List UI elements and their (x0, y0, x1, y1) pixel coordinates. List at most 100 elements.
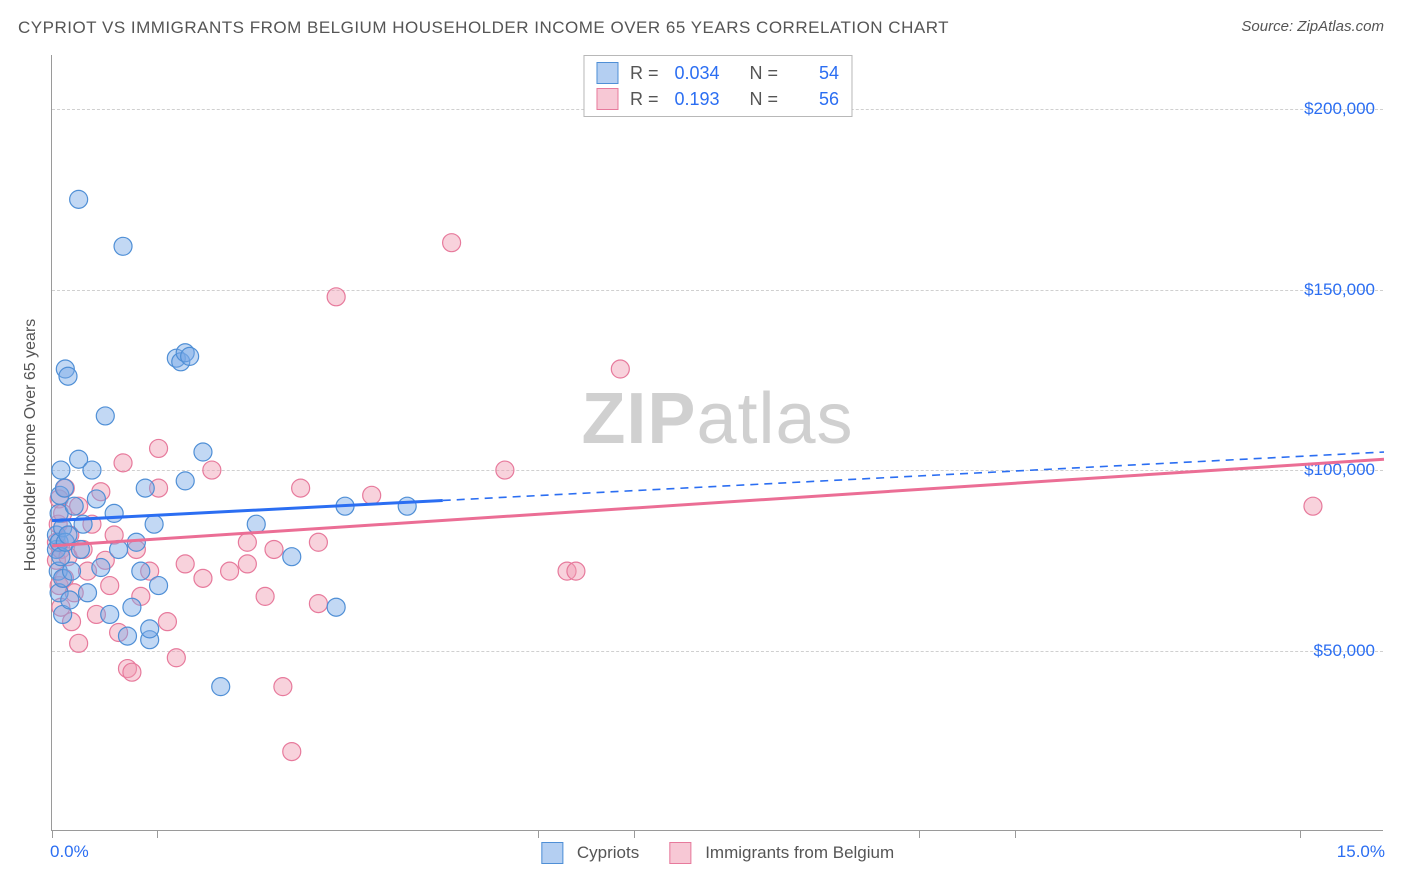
data-point (611, 360, 629, 378)
stat-r-label: R = (630, 89, 659, 110)
x-axis-tick (634, 830, 635, 838)
data-point (176, 472, 194, 490)
legend-item-pink: Immigrants from Belgium (669, 842, 894, 864)
data-point (309, 533, 327, 551)
data-point (101, 605, 119, 623)
x-axis-tick (538, 830, 539, 838)
data-point (292, 479, 310, 497)
data-point (181, 347, 199, 365)
regression-line-pink (52, 459, 1384, 546)
data-point (203, 461, 221, 479)
x-axis-tick (1300, 830, 1301, 838)
x-axis-tick (1015, 830, 1016, 838)
data-point (52, 461, 70, 479)
stat-n-label: N = (750, 63, 779, 84)
data-point (247, 515, 265, 533)
data-point (59, 526, 77, 544)
x-axis-tick (157, 830, 158, 838)
data-point (238, 533, 256, 551)
x-axis-tick (52, 830, 53, 838)
data-point (141, 620, 159, 638)
data-point (61, 591, 79, 609)
data-point (145, 515, 163, 533)
data-point (567, 562, 585, 580)
data-point (101, 577, 119, 595)
data-point (118, 627, 136, 645)
stat-r-label: R = (630, 63, 659, 84)
data-point (79, 584, 97, 602)
data-point (398, 497, 416, 515)
data-point (123, 663, 141, 681)
chart-container: CYPRIOT VS IMMIGRANTS FROM BELGIUM HOUSE… (0, 0, 1406, 892)
x-axis-min-label: 0.0% (50, 842, 89, 862)
data-point (283, 548, 301, 566)
data-point (55, 479, 73, 497)
legend-label-pink: Immigrants from Belgium (705, 843, 894, 863)
swatch-pink-icon (596, 88, 618, 110)
data-point (136, 479, 154, 497)
data-point (309, 595, 327, 613)
data-point (496, 461, 514, 479)
data-point (221, 562, 239, 580)
chart-title: CYPRIOT VS IMMIGRANTS FROM BELGIUM HOUSE… (18, 18, 949, 38)
regression-line-blue-dashed (443, 452, 1384, 500)
data-point (327, 598, 345, 616)
y-axis-title: Householder Income Over 65 years (22, 319, 40, 572)
data-point (59, 367, 77, 385)
data-point (70, 190, 88, 208)
data-point (212, 678, 230, 696)
data-point (114, 237, 132, 255)
chart-svg (52, 55, 1383, 830)
data-point (63, 562, 81, 580)
data-point (194, 443, 212, 461)
stat-n-pink: 56 (784, 89, 839, 110)
data-point (83, 461, 101, 479)
swatch-pink-icon (669, 842, 691, 864)
data-point (443, 234, 461, 252)
regression-lines (52, 452, 1384, 546)
data-point (65, 497, 83, 515)
scatter-series-blue (47, 190, 416, 695)
data-point (176, 555, 194, 573)
stat-n-blue: 54 (784, 63, 839, 84)
data-point (1304, 497, 1322, 515)
source-prefix: Source: (1241, 18, 1297, 35)
stat-r-blue: 0.034 (665, 63, 720, 84)
stat-legend: R = 0.034 N = 54 R = 0.193 N = 56 (583, 55, 852, 117)
data-point (158, 613, 176, 631)
swatch-blue-icon (541, 842, 563, 864)
data-point (132, 562, 150, 580)
data-point (105, 504, 123, 522)
data-point (70, 634, 88, 652)
data-point (274, 678, 292, 696)
data-point (96, 407, 114, 425)
swatch-blue-icon (596, 62, 618, 84)
stat-r-pink: 0.193 (665, 89, 720, 110)
data-point (327, 288, 345, 306)
data-point (265, 540, 283, 558)
data-point (114, 454, 132, 472)
data-point (150, 577, 168, 595)
data-point (167, 649, 185, 667)
legend-label-blue: Cypriots (577, 843, 639, 863)
data-point (238, 555, 256, 573)
data-point (87, 490, 105, 508)
stat-n-label: N = (750, 89, 779, 110)
stat-row-pink: R = 0.193 N = 56 (596, 86, 839, 112)
plot-area: ZIPatlas $50,000$100,000$150,000$200,000… (51, 55, 1383, 831)
data-point (194, 569, 212, 587)
series-legend: Cypriots Immigrants from Belgium (541, 842, 894, 864)
legend-item-blue: Cypriots (541, 842, 639, 864)
data-point (363, 486, 381, 504)
x-axis-tick (919, 830, 920, 838)
source-attribution: Source: ZipAtlas.com (1241, 18, 1384, 35)
scatter-series-pink (47, 234, 1322, 761)
data-point (256, 587, 274, 605)
data-point (150, 439, 168, 457)
stat-row-blue: R = 0.034 N = 54 (596, 60, 839, 86)
data-point (123, 598, 141, 616)
data-point (92, 559, 110, 577)
source-name: ZipAtlas.com (1297, 18, 1384, 35)
x-axis-max-label: 15.0% (1337, 842, 1385, 862)
data-point (283, 743, 301, 761)
